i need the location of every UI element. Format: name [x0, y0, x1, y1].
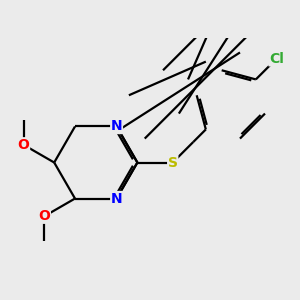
Text: S: S [168, 155, 178, 170]
Text: N: N [111, 191, 122, 206]
Text: Cl: Cl [269, 52, 284, 66]
Text: O: O [18, 138, 29, 152]
Text: O: O [38, 209, 50, 223]
Text: N: N [111, 119, 122, 134]
